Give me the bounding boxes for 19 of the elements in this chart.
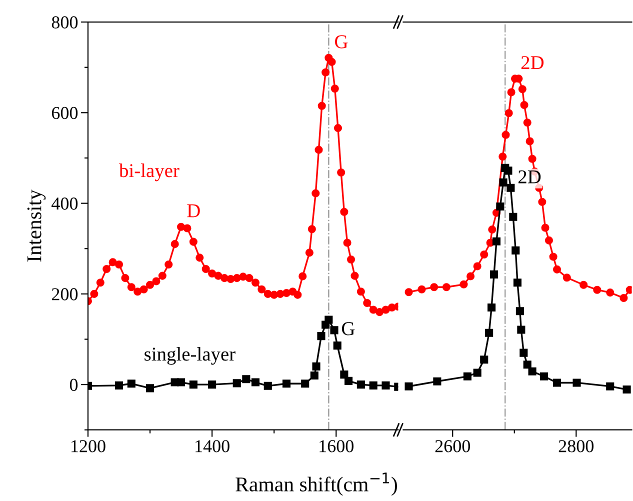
x-axis-title: Raman shift(cm$^{−1}$) — [236, 472, 397, 496]
y-axis-title: Intensity — [27, 190, 46, 262]
text: bi-layer — [119, 164, 180, 182]
y-tick-label: 0 — [70, 378, 78, 391]
series-label: single-layer — [144, 347, 236, 365]
y-tick-label: 400 — [52, 198, 78, 210]
x-tick-label: 2600 — [435, 440, 470, 452]
x-tick-label: 1200 — [72, 440, 106, 452]
x-tick-label: 1600 — [320, 440, 354, 452]
annotation: 2D — [521, 56, 544, 70]
y-tick-label: 800 — [52, 16, 78, 28]
y-tick-label: 200 — [52, 288, 78, 300]
annotation: D — [187, 204, 200, 218]
annotation: G — [335, 35, 348, 48]
x-tick-label: 2800 — [558, 440, 594, 452]
annotation: G — [342, 322, 355, 336]
x-tick-label: 1400 — [196, 440, 230, 452]
annotation: 2D — [518, 170, 541, 184]
y-tick-label: 600 — [52, 106, 78, 120]
